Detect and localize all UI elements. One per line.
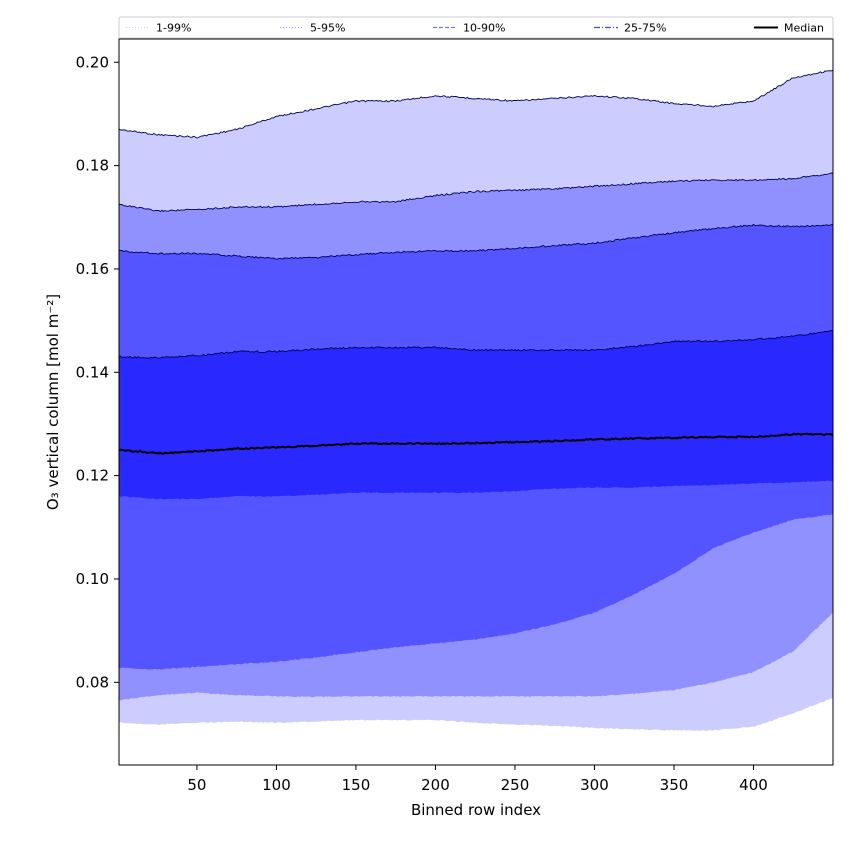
x-tick-label: 50 (187, 776, 206, 794)
band-5-95-upper-edge (118, 172, 834, 213)
y-tick-label: 0.14 (76, 363, 109, 381)
median-line (118, 432, 834, 455)
x-axis-ticks: 50 100 150 200 250 300 350 400 (187, 765, 768, 794)
x-tick-label: 250 (501, 776, 530, 794)
legend-label: Median (784, 22, 824, 35)
x-tick-label: 100 (262, 776, 291, 794)
x-tick-label: 300 (580, 776, 609, 794)
legend-label: 25-75% (624, 22, 666, 35)
band-25-75-upper-edge (119, 329, 834, 359)
band-1-99-upper-edge (118, 69, 834, 139)
series-lines (118, 69, 834, 455)
percentile-bands (119, 70, 833, 731)
legend-label: 1-99% (156, 22, 191, 35)
x-tick-label: 200 (421, 776, 450, 794)
band-10-90-upper-edge (118, 223, 834, 260)
x-tick-label: 350 (660, 776, 689, 794)
legend-box (118, 16, 834, 39)
legend-label: 5-95% (310, 22, 345, 35)
y-tick-label: 0.12 (76, 467, 109, 485)
band-25-75-fill (119, 330, 833, 500)
y-axis-ticks: 0.08 0.10 0.12 0.14 0.16 0.18 0.20 (76, 53, 119, 691)
y-axis-label: O₃ vertical column [mol m⁻²] (44, 294, 62, 510)
y-tick-label: 0.10 (76, 570, 109, 588)
plot-area-frame (118, 38, 834, 766)
x-tick-label: 400 (739, 776, 768, 794)
x-tick-label: 150 (342, 776, 371, 794)
legend-label: 10-90% (463, 22, 505, 35)
y-tick-label: 0.16 (76, 260, 109, 278)
y-tick-label: 0.08 (76, 673, 109, 691)
y-tick-label: 0.18 (76, 157, 109, 175)
legend: 1-99% 5-95% 10-90% 25-75% Median (118, 16, 834, 39)
y-tick-label: 0.20 (76, 53, 109, 71)
x-axis-label: Binned row index (411, 801, 541, 819)
